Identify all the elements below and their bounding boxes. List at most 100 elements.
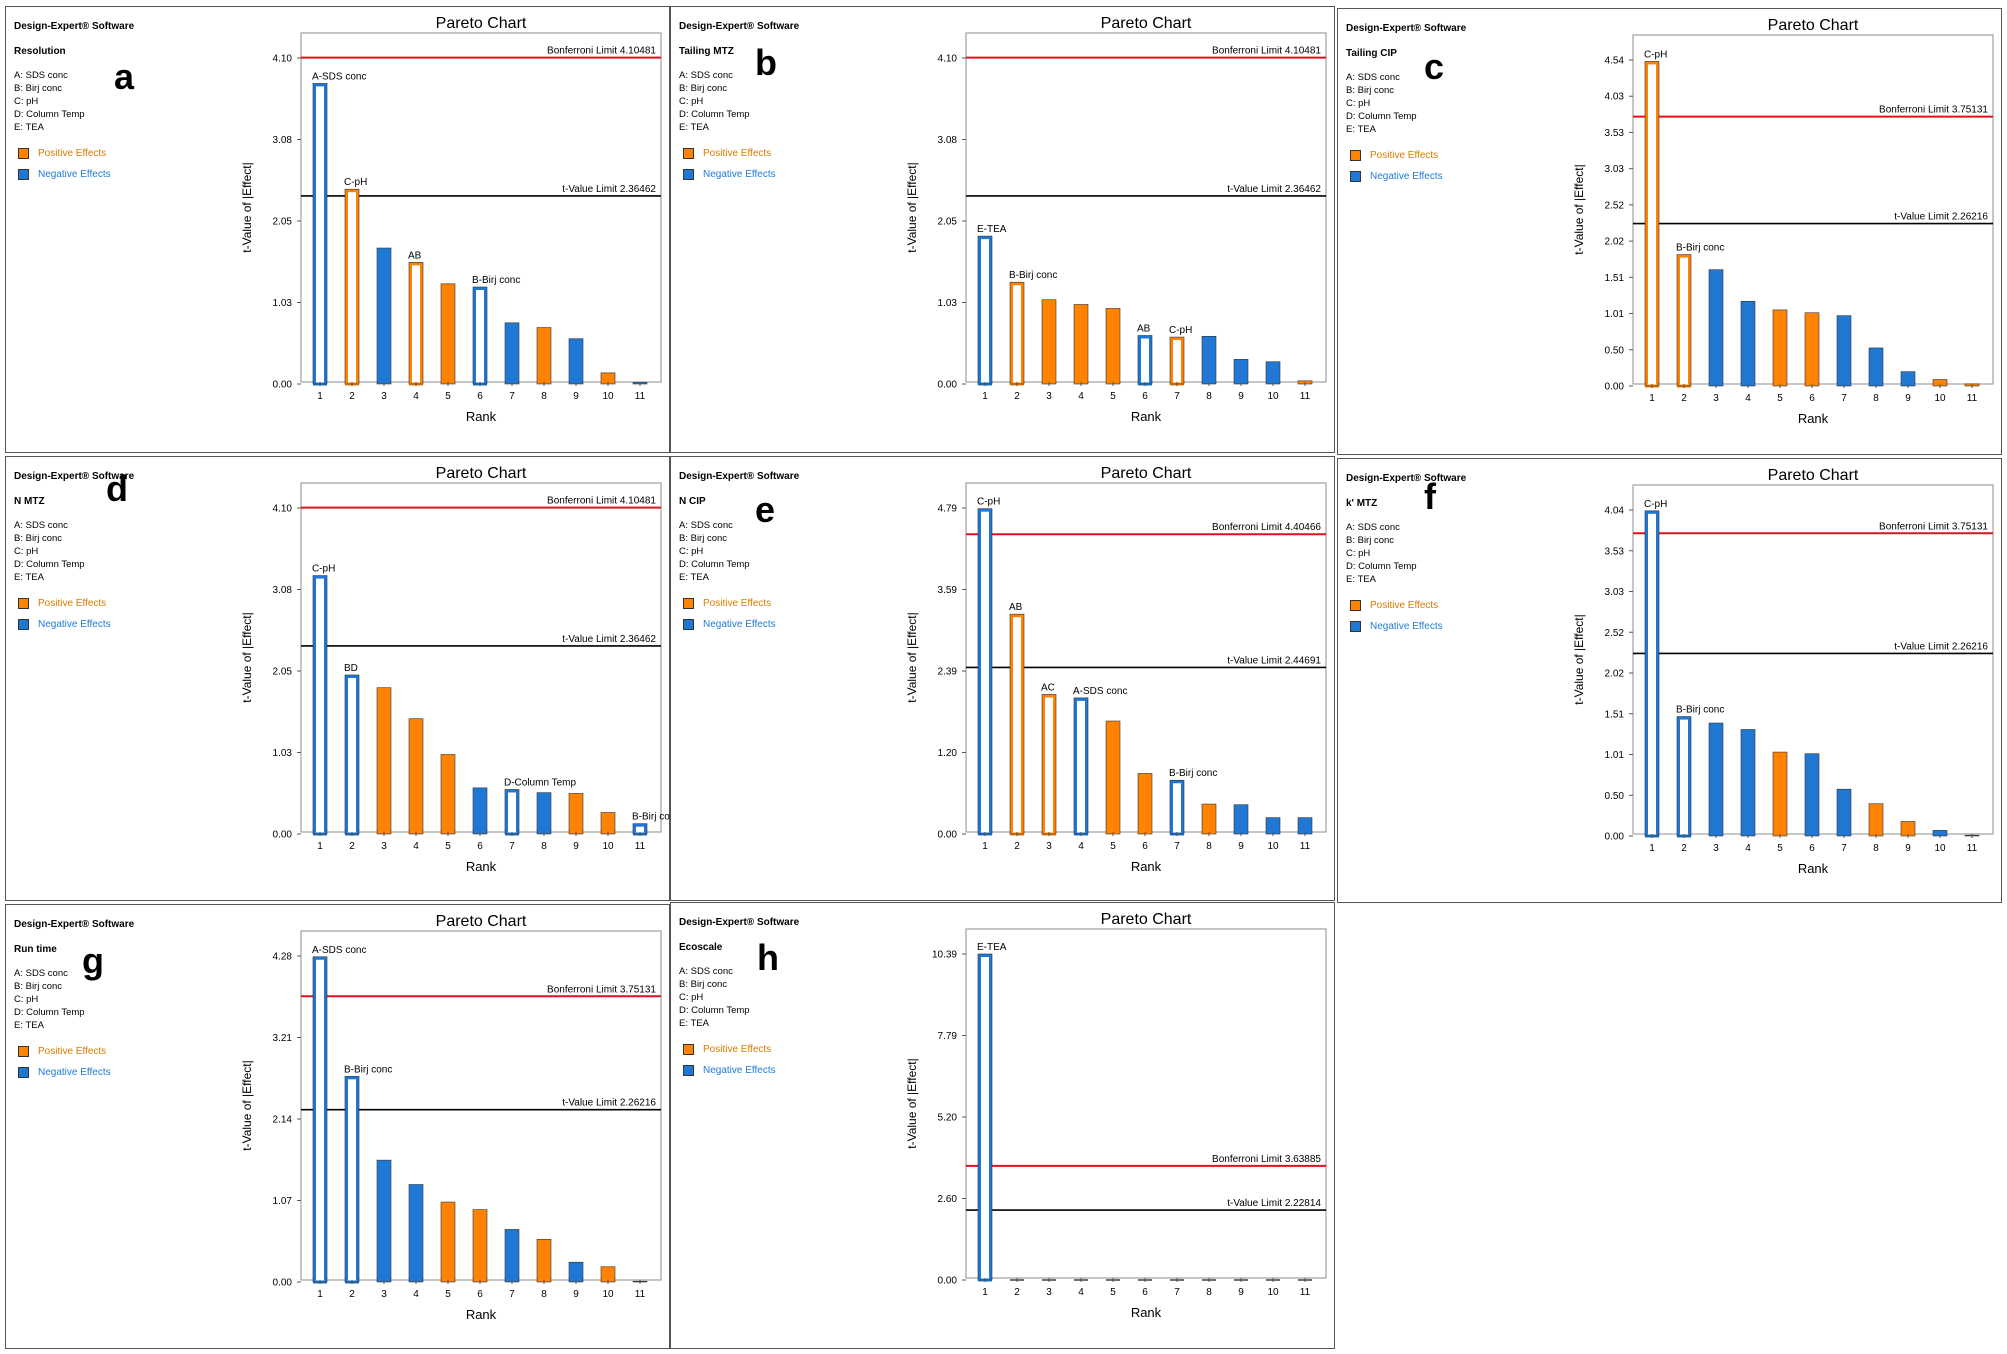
bar-rank-5 xyxy=(1772,751,1788,837)
bar-rank-6 xyxy=(1804,312,1820,387)
x-tick-label: 8 xyxy=(1873,393,1879,404)
bar-label: A-SDS conc xyxy=(1073,686,1127,697)
response-name: Tailing CIP xyxy=(1346,48,1397,59)
response-name: Resolution xyxy=(14,46,66,57)
y-tick-label: 7.79 xyxy=(938,1031,958,1042)
x-tick-label: 10 xyxy=(602,1289,614,1300)
bar-label: B-Birj conc xyxy=(1676,705,1724,716)
legend: Positive Effects Negative Effects xyxy=(14,1045,234,1079)
pareto-chart-svg: Pareto Chart 0.00 1.07 2.14 3.21 4.28 t-Value … xyxy=(240,913,662,1322)
x-tick-label: 4 xyxy=(1078,391,1084,402)
factor-item: B: Birj conc xyxy=(14,533,63,544)
legend-negative-swatch xyxy=(1350,171,1361,182)
bar-rank-1 xyxy=(978,508,992,836)
factor-item: D: Column Temp xyxy=(14,109,85,120)
bar-rank-7 xyxy=(1836,315,1852,387)
x-tick-label: 10 xyxy=(1267,391,1279,402)
y-tick-label: 3.08 xyxy=(273,585,293,596)
x-tick-label: 2 xyxy=(349,391,355,402)
factor-list: A: SDS conc B: Birj conc C: pH D: Column Te… xyxy=(679,69,899,134)
y-tick-label: 1.51 xyxy=(1605,273,1625,284)
panel-letter: a xyxy=(114,56,135,97)
x-tick-label: 4 xyxy=(1078,841,1084,852)
x-tick-label: 3 xyxy=(1046,841,1052,852)
x-axis-label: Rank xyxy=(1131,1305,1162,1320)
software-brand: Design-Expert® Software xyxy=(1346,23,1467,34)
x-tick-label: 8 xyxy=(1206,841,1212,852)
y-axis-label: t-Value of |Effect| xyxy=(905,612,919,703)
software-brand: Design-Expert® Software xyxy=(14,919,135,930)
bar-rank-2 xyxy=(1677,254,1691,388)
factor-item: D: Column Temp xyxy=(679,109,750,120)
panel-info: Design-Expert® Software Tailing CIP A: SDS… xyxy=(1346,23,1566,191)
x-tick-label: 7 xyxy=(1841,843,1847,854)
legend-negative: Negative Effects xyxy=(679,618,899,631)
x-axis-label: Rank xyxy=(466,859,497,874)
chart-panel-e: Design-Expert® Software N CIP A: SDS conc B… xyxy=(670,456,1335,901)
bar-label: E-TEA xyxy=(977,224,1007,235)
x-tick-label: 2 xyxy=(1681,393,1687,404)
y-tick-label: 0.00 xyxy=(938,1276,958,1287)
y-tick-label: 2.60 xyxy=(938,1194,958,1205)
x-tick-label: 9 xyxy=(1238,1287,1244,1298)
legend-label: Negative Effects xyxy=(703,1065,776,1076)
legend-positive: Positive Effects xyxy=(679,1043,899,1056)
factor-item: A: SDS conc xyxy=(14,520,68,531)
y-tick-label: 4.54 xyxy=(1605,56,1625,67)
x-tick-label: 3 xyxy=(381,391,387,402)
x-tick-label: 9 xyxy=(573,391,579,402)
factor-list: A: SDS conc B: Birj conc C: pH D: Column Te… xyxy=(679,519,899,584)
x-tick-label: 7 xyxy=(509,1289,515,1300)
bar-rank-5 xyxy=(1105,720,1121,835)
x-tick-label: 6 xyxy=(1142,841,1148,852)
x-tick-label: 1 xyxy=(317,391,323,402)
bar-rank-9 xyxy=(568,793,584,835)
response-name: k' MTZ xyxy=(1346,498,1378,509)
x-tick-label: 2 xyxy=(1014,841,1020,852)
panel-info: Design-Expert® Software Tailing MTZ A: SDS… xyxy=(679,21,899,189)
x-tick-label: 11 xyxy=(635,391,646,402)
bar-rank-8 xyxy=(536,327,552,385)
legend-negative: Negative Effects xyxy=(14,1066,234,1079)
legend-positive-swatch xyxy=(18,598,29,609)
bar-rank-6 xyxy=(1138,335,1152,386)
factor-item: D: Column Temp xyxy=(14,559,85,570)
x-tick-label: 6 xyxy=(477,841,483,852)
bar-rank-7 xyxy=(504,1229,520,1283)
bar-label: AB xyxy=(1137,323,1151,334)
chart-title: Pareto Chart xyxy=(1101,465,1192,482)
x-tick-label: 9 xyxy=(1905,843,1911,854)
x-tick-label: 5 xyxy=(445,1289,451,1300)
x-tick-label: 5 xyxy=(445,391,451,402)
y-tick-label: 4.10 xyxy=(938,54,958,65)
bar-rank-4 xyxy=(408,718,424,835)
y-tick-label: 2.52 xyxy=(1605,200,1625,211)
bar-rank-2 xyxy=(1010,282,1024,386)
y-axis-label: t-Value of |Effect| xyxy=(240,612,254,703)
x-tick-label: 11 xyxy=(1300,391,1311,402)
bar-rank-9 xyxy=(1900,371,1916,387)
x-tick-label: 5 xyxy=(1110,841,1116,852)
bar-rank-1 xyxy=(313,83,327,386)
y-tick-label: 2.14 xyxy=(273,1115,293,1126)
x-tick-label: 1 xyxy=(982,1287,988,1298)
x-tick-label: 1 xyxy=(1649,843,1655,854)
legend-negative: Negative Effects xyxy=(679,168,899,181)
y-tick-label: 3.08 xyxy=(273,135,293,146)
y-tick-label: 3.59 xyxy=(938,585,958,596)
factor-item: C: pH xyxy=(14,994,39,1005)
chart-title: Pareto Chart xyxy=(1768,17,1859,34)
x-tick-label: 2 xyxy=(1014,391,1020,402)
y-tick-label: 2.52 xyxy=(1605,628,1625,639)
bar-rank-8 xyxy=(536,1239,552,1283)
legend-negative: Negative Effects xyxy=(679,1064,899,1077)
pareto-chart-svg: Pareto Chart 0.00 0.50 1.01 1.51 2.02 2.52 3.03… xyxy=(1572,17,1994,426)
x-axis-label: Rank xyxy=(1131,859,1162,874)
y-tick-label: 0.00 xyxy=(273,1278,293,1289)
factor-item: A: SDS conc xyxy=(14,70,68,81)
y-tick-label: 0.00 xyxy=(273,380,293,391)
legend-label: Positive Effects xyxy=(38,598,107,609)
y-tick-label: 3.21 xyxy=(273,1033,293,1044)
legend-negative: Negative Effects xyxy=(1346,170,1566,183)
legend-positive: Positive Effects xyxy=(679,597,899,610)
